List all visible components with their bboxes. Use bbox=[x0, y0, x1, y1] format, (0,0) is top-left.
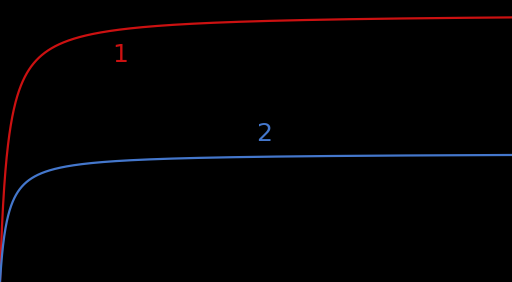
Text: 2: 2 bbox=[256, 122, 272, 146]
Text: 1: 1 bbox=[113, 43, 129, 67]
